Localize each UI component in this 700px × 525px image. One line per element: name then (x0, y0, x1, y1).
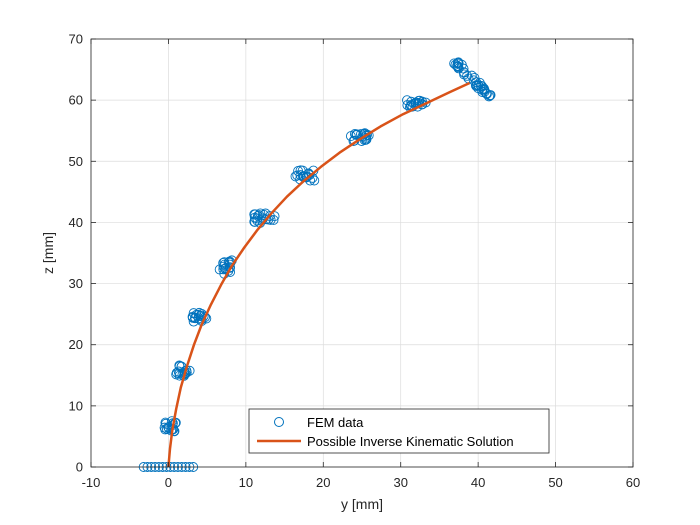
fem-data-point (470, 80, 481, 91)
fem-data-point (225, 262, 235, 273)
y-tick-label: 70 (69, 32, 83, 47)
legend: FEM data Possible Inverse Kinematic Solu… (248, 408, 550, 454)
fem-data-point (362, 129, 373, 140)
fem-data-point (469, 72, 480, 83)
y-tick-label: 10 (69, 398, 83, 413)
y-tick-label: 50 (69, 154, 83, 169)
fem-data-point (458, 63, 469, 74)
data-layer (138, 57, 496, 472)
legend-label-ik: Possible Inverse Kinematic Solution (307, 434, 514, 449)
y-tick-label: 0 (76, 460, 83, 475)
x-tick-label: 0 (165, 475, 172, 490)
plot-frame (90, 38, 634, 468)
x-tick-label: 30 (393, 475, 407, 490)
fem-data-point (471, 77, 482, 88)
fem-data-point (188, 316, 199, 327)
x-tick-label: 10 (239, 475, 253, 490)
x-tick-label: 50 (548, 475, 562, 490)
fem-data-point (255, 208, 266, 219)
fem-data-point (252, 210, 263, 221)
x-axis-label: y [mm] (341, 496, 383, 512)
y-tick-label: 30 (69, 276, 83, 291)
fem-data-point (290, 171, 301, 182)
fem-data-point (174, 360, 185, 371)
fem-data-point (218, 264, 229, 275)
x-tick-label: 40 (471, 475, 485, 490)
legend-label-fem: FEM data (307, 415, 364, 430)
fem-data-point (458, 67, 469, 78)
plot-area (91, 39, 633, 467)
x-tick-label: 60 (626, 475, 640, 490)
fem-data-point (160, 424, 171, 435)
legend-marker-fem (274, 417, 284, 427)
legend-box (248, 408, 550, 454)
fem-data-point (193, 309, 204, 320)
fem-data-point (479, 85, 490, 95)
fem-data-point (449, 58, 460, 69)
fem-data-point (191, 309, 202, 320)
fem-data-point (406, 96, 417, 107)
fem-data-point (188, 308, 199, 319)
fem-data-point (219, 259, 230, 270)
y-tick-label: 40 (69, 215, 83, 230)
x-tick-label: -10 (82, 475, 101, 490)
fem-data-point (295, 165, 306, 176)
x-tick-label: 20 (316, 475, 330, 490)
y-tick-label: 60 (69, 93, 83, 108)
fem-data-point (309, 175, 320, 186)
fem-data-point (268, 215, 279, 225)
fem-data-point (481, 88, 492, 99)
fem-data-point (190, 312, 201, 323)
ik-solution-line (167, 81, 471, 468)
y-tick-label: 20 (69, 337, 83, 352)
fem-data-point (252, 215, 263, 226)
fem-data-point (361, 130, 371, 141)
y-axis-label: z [mm] (40, 232, 56, 274)
fem-data-point (254, 210, 265, 220)
